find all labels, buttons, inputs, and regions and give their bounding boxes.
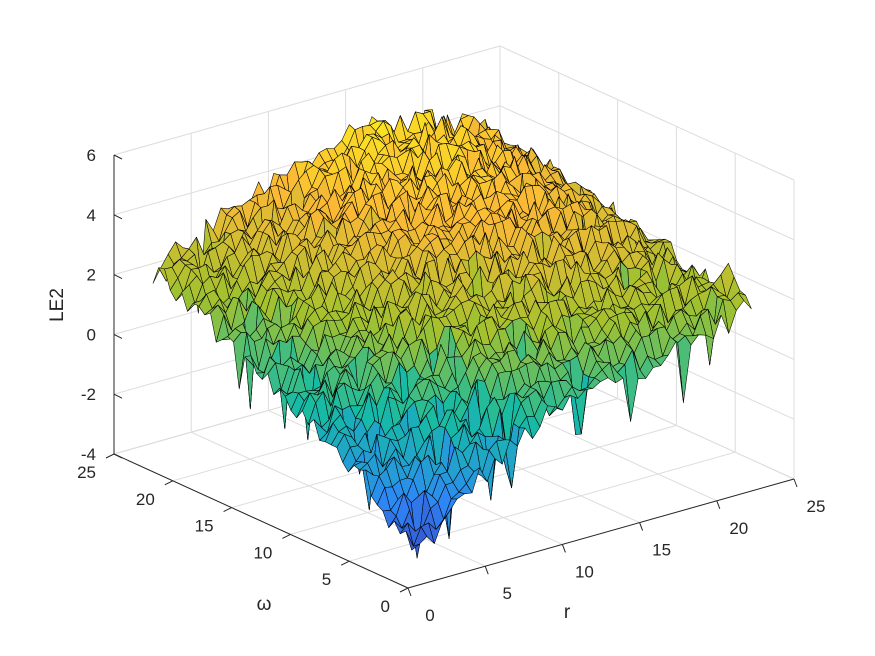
x-tick-label: 0 [425, 606, 434, 625]
y-tick-label: 20 [136, 490, 155, 509]
z-tick-label: -2 [81, 385, 96, 404]
floor-gridline-x [190, 431, 486, 567]
back-wall-gridline-z [113, 45, 501, 156]
x-tick-mark [407, 587, 412, 597]
z-tick-label: -4 [81, 445, 96, 464]
x-tick-mark [561, 544, 566, 553]
y-tick-mark [340, 560, 350, 566]
z-tick-mark [113, 214, 123, 220]
z-tick-mark [113, 393, 123, 399]
y-tick-label: 15 [195, 517, 214, 536]
x-tick-label: 20 [729, 519, 748, 538]
axis-layer [105, 154, 798, 597]
side-wall-gridline-z [499, 105, 795, 241]
x-axis-title: r [564, 602, 571, 623]
x-tick-mark [484, 566, 489, 575]
y-axis-line [113, 453, 409, 589]
z-tick-mark [113, 154, 123, 160]
x-tick-mark [793, 478, 798, 488]
x-tick-mark [639, 522, 644, 531]
z-tick-mark [113, 453, 123, 459]
x-tick-mark [716, 500, 721, 509]
y-tick-mark [105, 453, 115, 459]
y-axis-title: ω [257, 594, 272, 615]
y-tick-label: 0 [381, 597, 390, 616]
y-tick-mark [223, 507, 232, 513]
z-tick-label: 6 [87, 146, 96, 165]
z-tick-label: 0 [87, 325, 96, 344]
x-tick-label: 10 [575, 562, 594, 581]
y-tick-label: 5 [322, 570, 331, 589]
surface-facet [405, 530, 420, 551]
surface-layer [152, 109, 752, 559]
y-tick-label: 25 [77, 463, 96, 482]
z-tick-mark [113, 333, 123, 339]
z-tick-mark [113, 274, 123, 280]
z-axis-title: LE2 [47, 288, 68, 322]
x-axis-line [407, 478, 795, 589]
x-tick-label: 25 [807, 497, 826, 516]
z-tick-label: 4 [87, 206, 96, 225]
floor-gridline-y [290, 424, 677, 535]
z-tick-label: 2 [87, 266, 96, 285]
y-tick-mark [164, 480, 174, 486]
x-tick-label: 5 [502, 584, 511, 603]
y-tick-label: 10 [253, 543, 272, 562]
y-tick-mark [399, 587, 409, 593]
y-tick-mark [282, 533, 291, 539]
side-wall-gridline-z [499, 45, 795, 181]
x-tick-label: 15 [652, 541, 671, 560]
